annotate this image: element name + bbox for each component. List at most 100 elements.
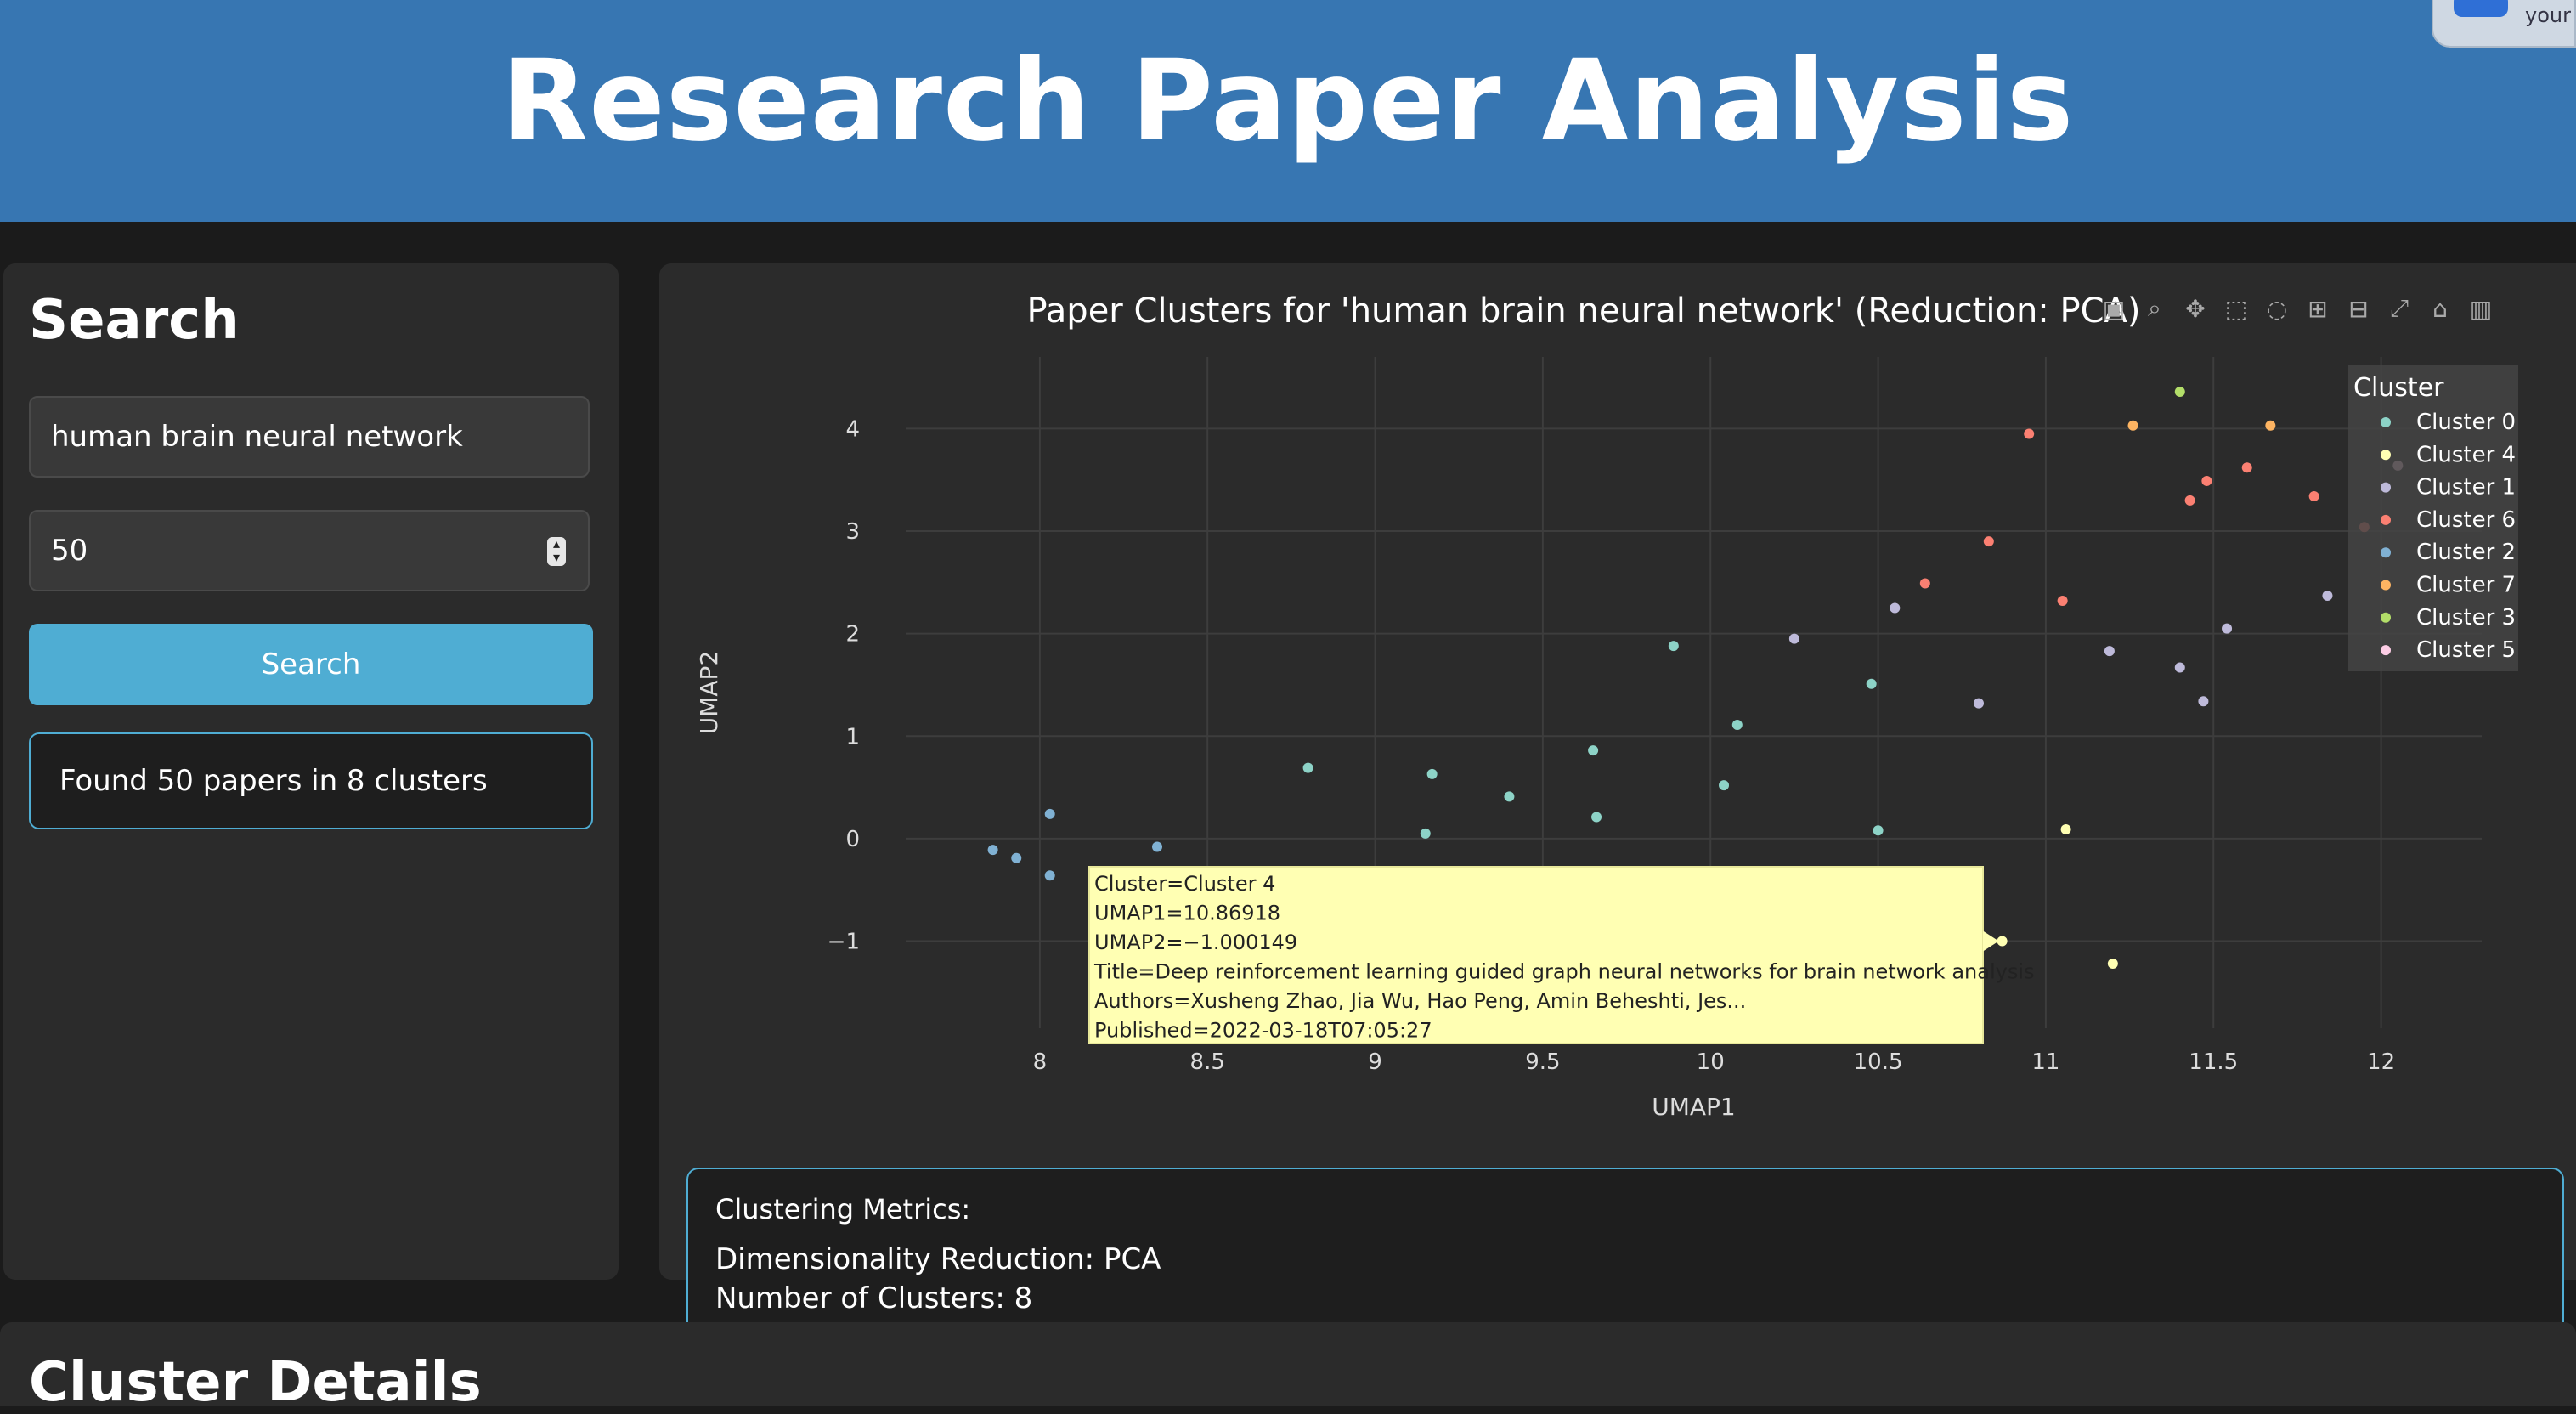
data-point <box>2265 420 2276 431</box>
x-tick-label: 11.5 <box>2189 1049 2238 1075</box>
clustering-metrics: Clustering Metrics: Dimensionality Reduc… <box>686 1168 2564 1338</box>
x-axis-label: UMAP1 <box>1652 1093 1736 1121</box>
pan-icon[interactable]: ✥ <box>2185 294 2206 323</box>
x-tick-label: 8.5 <box>1190 1049 1225 1075</box>
data-point <box>1044 870 1055 881</box>
data-point <box>1420 828 1431 839</box>
metrics-title: Clustering Metrics: <box>715 1193 971 1225</box>
data-point <box>1152 841 1163 852</box>
data-point <box>2222 623 2233 634</box>
legend-marker <box>2381 580 2391 591</box>
x-tick-label: 10.5 <box>1854 1049 1903 1075</box>
data-point <box>2127 420 2138 431</box>
data-point <box>2024 428 2035 439</box>
camera-icon[interactable]: ▣ <box>2102 294 2126 323</box>
data-point <box>1504 791 1515 802</box>
tooltip-line: Published=2022-03-18T07:05:27 <box>1094 1019 1432 1043</box>
y-tick-label: 0 <box>845 827 860 852</box>
legend-item: Cluster 3 <box>2416 605 2516 631</box>
lasso-icon[interactable]: ◌ <box>2266 294 2288 323</box>
plotly-logo-icon[interactable]: ▥ <box>2469 294 2493 323</box>
legend-item: Cluster 6 <box>2416 507 2516 533</box>
data-point <box>2107 959 2118 970</box>
data-point <box>1983 536 1994 547</box>
legend-item: Cluster 7 <box>2416 573 2516 598</box>
x-tick-label: 10 <box>1697 1049 1725 1075</box>
legend-title: Cluster <box>2353 373 2444 403</box>
paper-count-input[interactable]: 50 ▴ ▾ <box>29 510 590 591</box>
data-point <box>1426 768 1438 779</box>
legend-marker <box>2381 547 2391 558</box>
data-point <box>2322 591 2333 602</box>
data-point <box>1973 698 1984 709</box>
data-point <box>2308 491 2319 502</box>
data-point <box>1302 762 1313 773</box>
data-point <box>2201 475 2212 486</box>
tooltip-line: UMAP2=−1.000149 <box>1094 930 1297 954</box>
y-tick-label: 3 <box>845 519 860 545</box>
data-point <box>1588 745 1599 756</box>
search-query-input[interactable]: human brain neural network <box>29 396 590 478</box>
y-tick-label: 4 <box>845 416 860 442</box>
legend-marker <box>2381 514 2391 525</box>
x-tick-label: 9.5 <box>1525 1049 1560 1075</box>
data-point <box>1997 936 2008 947</box>
search-status: Found 50 papers in 8 clusters <box>29 732 593 829</box>
data-point <box>2104 646 2115 657</box>
data-point <box>2174 387 2185 398</box>
chart-title: Paper Clusters for 'human brain neural n… <box>1026 291 2140 331</box>
plot-modebar: ▣ ⌕ ✥ ⬚ ◌ ⊞ ⊟ ⤢ ⌂ ▥ <box>2099 289 2575 328</box>
legend-marker <box>2381 645 2391 656</box>
tooltip-line: UMAP1=10.86918 <box>1094 902 1280 925</box>
metrics-reduction: Dimensionality Reduction: PCA <box>715 1242 1161 1276</box>
tooltip-line: Authors=Xusheng Zhao, Jia Wu, Hao Peng, … <box>1094 989 1746 1013</box>
x-tick-label: 11 <box>2031 1049 2059 1075</box>
legend-item: Cluster 0 <box>2416 410 2516 435</box>
data-point <box>2198 696 2209 707</box>
autoscale-icon[interactable]: ⤢ <box>2389 294 2409 322</box>
data-point <box>1044 808 1055 819</box>
app-icon <box>2454 0 2508 17</box>
zoom-in-icon[interactable]: ⊞ <box>2308 294 2328 323</box>
data-point <box>1591 812 1602 823</box>
data-point <box>1873 825 1884 836</box>
data-point <box>1731 719 1743 730</box>
legend-marker <box>2381 482 2391 493</box>
x-tick-label: 12 <box>2367 1049 2395 1075</box>
data-point <box>1919 578 1930 589</box>
legend-marker <box>2381 450 2391 461</box>
metrics-cluster-count: Number of Clusters: 8 <box>715 1281 1033 1315</box>
popup-text: your <box>2525 3 2571 27</box>
stepper-icon[interactable]: ▴ ▾ <box>547 537 566 566</box>
x-tick-label: 9 <box>1368 1049 1382 1075</box>
data-point <box>2174 662 2185 673</box>
zoom-icon[interactable]: ⌕ <box>2148 294 2161 322</box>
zoom-out-icon[interactable]: ⊟ <box>2348 294 2369 323</box>
search-panel: Search human brain neural network 50 ▴ ▾ … <box>3 263 619 1280</box>
browser-popup[interactable]: your <box>2432 0 2576 48</box>
legend-box <box>2348 365 2518 671</box>
plot-panel: 8 8.5 9 9.5 10 10.5 11 11.5 12 −1 0 1 2 3 4 Paper Clust… <box>659 263 2576 1338</box>
legend-item: Cluster 2 <box>2416 540 2516 565</box>
legend-item: Cluster 1 <box>2416 475 2516 501</box>
data-point <box>2241 462 2252 473</box>
cluster-details-panel: Cluster Details <box>0 1322 2576 1414</box>
data-point <box>1866 678 1877 689</box>
y-tick-label: 2 <box>845 622 860 648</box>
box-select-icon[interactable]: ⬚ <box>2224 294 2248 323</box>
legend-item: Cluster 4 <box>2416 442 2516 467</box>
y-tick-label: 1 <box>845 724 860 749</box>
y-tick-label: −1 <box>828 929 860 954</box>
data-point <box>1719 780 1730 791</box>
page-title: Research Paper Analysis <box>501 36 2075 167</box>
data-point <box>1788 633 1799 644</box>
home-icon[interactable]: ⌂ <box>2432 294 2448 323</box>
paper-count-value: 50 <box>51 534 88 568</box>
data-point <box>1011 852 1022 863</box>
data-point <box>2060 824 2071 835</box>
search-button[interactable]: Search <box>29 624 593 705</box>
tooltip-box <box>1088 866 1984 1044</box>
cluster-details-title: Cluster Details <box>29 1351 482 1414</box>
tooltip-line: Title=Deep reinforcement learning guided… <box>1093 960 2035 984</box>
